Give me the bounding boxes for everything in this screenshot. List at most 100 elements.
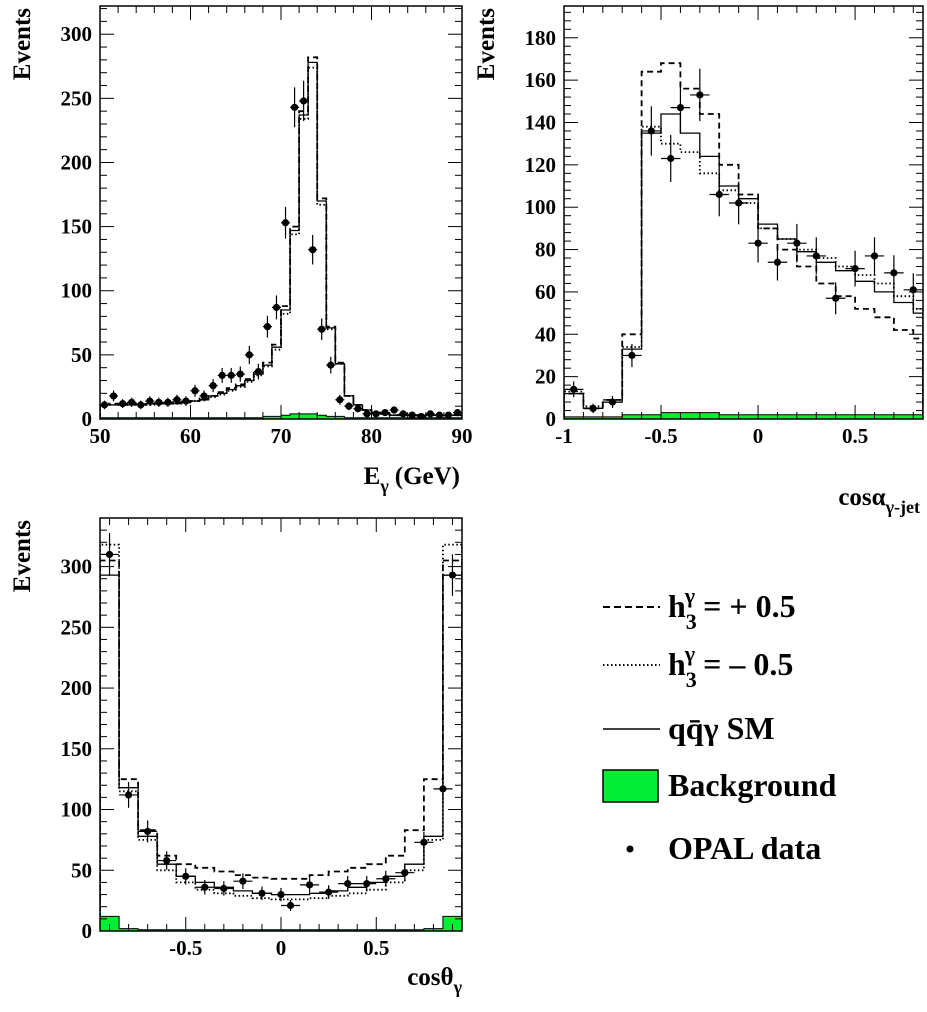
- data-point-egamma: [416, 412, 426, 419]
- x-tick-label-costheta: 0.5: [363, 936, 389, 960]
- y-axis-label-cosalpha: Events: [473, 8, 500, 81]
- data-point-egamma: [208, 379, 218, 393]
- y-tick-label-costheta: 300: [61, 555, 93, 579]
- y-tick-label-egamma: 300: [61, 22, 93, 46]
- data-point-egamma: [443, 411, 453, 419]
- y-tick-label-cosalpha: 80: [535, 238, 556, 262]
- data-point-egamma: [398, 410, 408, 418]
- data-point-costheta: [433, 775, 453, 803]
- data-point-cosalpha: [864, 237, 885, 275]
- y-tick-label-egamma: 100: [61, 279, 93, 303]
- data-point-costheta: [319, 885, 339, 900]
- data-point-egamma: [262, 315, 272, 338]
- data-point-egamma: [271, 295, 281, 320]
- x-tick-label-cosalpha: 0: [753, 424, 764, 448]
- y-tick-label-cosalpha: 20: [535, 365, 556, 389]
- data-point-cosalpha: [845, 250, 865, 287]
- data-point-cosalpha: [661, 135, 681, 182]
- data-point-cosalpha: [690, 68, 710, 122]
- y-tick-label-cosalpha: 60: [535, 280, 556, 304]
- legend-swatch-marker: [626, 845, 634, 853]
- data-point-cosalpha: [748, 223, 768, 263]
- y-tick-label-cosalpha: 100: [525, 195, 557, 219]
- data-point-egamma: [199, 390, 209, 402]
- y-tick-label-cosalpha: 40: [535, 322, 556, 346]
- data-point-egamma: [290, 87, 300, 128]
- x-axis-label-cosalpha: cosαγ-jet: [838, 484, 920, 517]
- data-point-egamma: [380, 408, 390, 417]
- data-point-costheta: [300, 877, 320, 893]
- y-tick-label-egamma: 50: [71, 343, 92, 367]
- y-tick-label-cosalpha: 180: [525, 26, 557, 50]
- plot-frame-egamma: [99, 5, 463, 420]
- data-point-cosalpha: [641, 106, 662, 156]
- y-tick-label-costheta: 0: [82, 919, 93, 943]
- x-tick-label-cosalpha: -1: [555, 424, 573, 448]
- data-point-cosalpha: [709, 172, 729, 217]
- data-point-costheta: [119, 782, 139, 808]
- data-point-egamma: [434, 411, 444, 419]
- data-point-egamma: [344, 402, 354, 411]
- y-tick-label-cosalpha: 120: [525, 153, 557, 177]
- legend-label-solid: qq̄γ SM: [668, 710, 775, 746]
- data-point-egamma: [326, 356, 336, 374]
- data-point-egamma: [109, 390, 119, 402]
- legend-swatch-background: [602, 769, 659, 803]
- legend-label-dotted: h3γ = – 0.5: [668, 641, 793, 692]
- x-axis-label-costheta: cosθγ: [407, 964, 462, 997]
- y-tick-label-costheta: 150: [61, 737, 93, 761]
- legend: h3γ = + 0.5 h3γ = – 0.5 qq̄γ SM Backgrou…: [602, 583, 837, 866]
- data-point-cosalpha: [670, 81, 691, 134]
- series-solid-egamma: [100, 61, 462, 419]
- legend-label-background: Background: [668, 767, 837, 803]
- data-point-egamma: [181, 396, 191, 406]
- data-point-costheta: [157, 851, 177, 870]
- data-point-egamma: [362, 410, 372, 418]
- data-point-cosalpha: [622, 343, 642, 368]
- data-point-egamma: [226, 367, 236, 383]
- data-point-egamma: [281, 206, 291, 239]
- series-dashed-costheta: [100, 559, 462, 931]
- data-point-egamma: [154, 397, 164, 407]
- data-point-egamma: [136, 400, 146, 410]
- data-point-costheta: [252, 886, 272, 901]
- data-point-cosalpha: [767, 244, 788, 281]
- y-tick-label-egamma: 150: [61, 215, 93, 239]
- data-point-costheta: [338, 876, 358, 892]
- data-point-egamma: [335, 394, 345, 405]
- y-tick-label-egamma: 250: [61, 86, 93, 110]
- data-point-egamma: [190, 384, 200, 397]
- data-point-egamma: [235, 366, 245, 382]
- data-point-egamma: [163, 397, 173, 407]
- data-point-egamma: [172, 394, 182, 405]
- data-point-costheta: [395, 864, 415, 882]
- plot-cosalpha-panel: -1 -0.5 0 0.5 0 20 40 60 80 100 120 140 160 180 Events…: [473, 5, 924, 517]
- data-point-cosalpha: [806, 237, 826, 275]
- data-point-costheta: [271, 887, 291, 902]
- x-tick-label-egamma: 70: [271, 424, 292, 448]
- data-point-egamma: [425, 410, 435, 418]
- x-tick-label-egamma: 60: [180, 424, 201, 448]
- y-tick-label-costheta: 200: [61, 676, 93, 700]
- data-point-egamma: [353, 405, 363, 413]
- data-point-costheta: [376, 870, 396, 887]
- data-point-egamma: [317, 318, 327, 340]
- plot-costheta-panel: -0.5 0 0.5 0 50 100 150 200 250 300 Events cosθγ: [9, 517, 463, 997]
- data-point-egamma: [217, 367, 227, 383]
- data-point-egamma: [371, 410, 381, 418]
- legend-label-marker: OPAL data: [668, 830, 821, 866]
- plot-frame-costheta: [99, 517, 463, 932]
- series-dotted-cosalpha: [564, 125, 923, 419]
- x-tick-label-egamma: 80: [361, 424, 382, 448]
- series-fill-cosalpha: [564, 412, 923, 419]
- y-axis-label-egamma: Events: [9, 8, 36, 81]
- data-point-egamma: [299, 80, 309, 122]
- series-dotted-egamma: [100, 66, 462, 419]
- data-point-cosalpha: [825, 282, 846, 315]
- series-dashed-cosalpha: [564, 62, 923, 419]
- data-point-costheta: [195, 879, 215, 895]
- data-point-egamma: [308, 234, 318, 265]
- y-tick-label-egamma: 200: [61, 150, 93, 174]
